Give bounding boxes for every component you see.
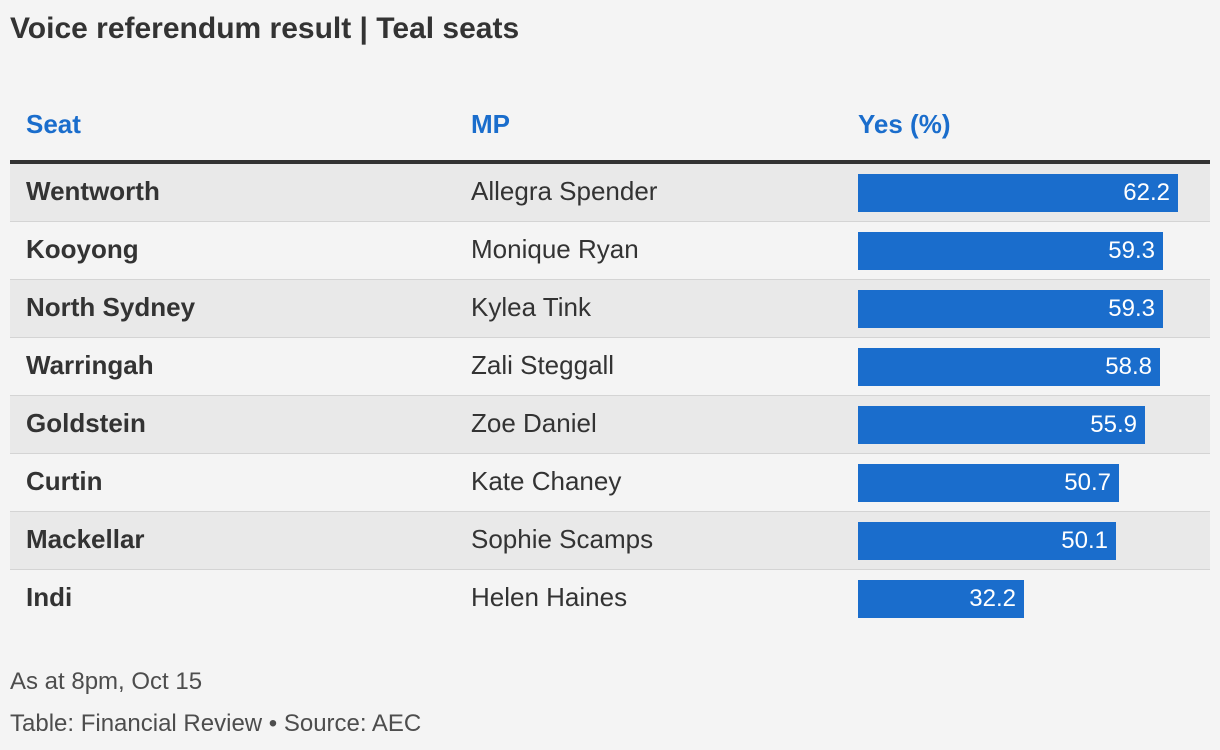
yes-value-label: 58.8 <box>1105 353 1152 380</box>
header-yes: Yes (%) <box>858 109 951 139</box>
mp-cell: Sophie Scamps <box>471 524 654 554</box>
yes-bar: 50.1 <box>858 522 1116 560</box>
seat-cell: North Sydney <box>26 292 196 322</box>
seat-cell: Indi <box>26 582 73 612</box>
seat-cell: Curtin <box>26 466 103 496</box>
yes-value-label: 50.7 <box>1064 469 1111 496</box>
table-row: Indi Helen Haines 32.2 <box>10 570 1210 627</box>
seat-cell: Kooyong <box>26 234 139 264</box>
yes-bar: 58.8 <box>858 348 1160 386</box>
yes-bar: 59.3 <box>858 290 1163 328</box>
table-row: North Sydney Kylea Tink 59.3 <box>10 280 1210 338</box>
yes-value-label: 55.9 <box>1090 411 1137 438</box>
chart-title: Voice referendum result | Teal seats <box>10 12 520 45</box>
yes-value-label: 62.2 <box>1123 179 1170 206</box>
as-at-note: As at 8pm, Oct 15 <box>10 668 203 695</box>
yes-bar: 50.7 <box>858 464 1119 502</box>
mp-cell: Monique Ryan <box>471 234 639 264</box>
table-row: Goldstein Zoe Daniel 55.9 <box>10 396 1210 454</box>
yes-value-label: 50.1 <box>1061 527 1108 554</box>
yes-value-label: 59.3 <box>1108 237 1155 264</box>
mp-cell: Zali Steggall <box>471 350 615 380</box>
mp-cell: Allegra Spender <box>471 176 658 206</box>
yes-bar: 55.9 <box>858 406 1145 444</box>
seat-cell: Wentworth <box>26 176 160 206</box>
mp-cell: Zoe Daniel <box>471 408 597 438</box>
header-seat: Seat <box>26 109 81 139</box>
table-body: Wentworth Allegra Spender 62.2 Kooyong Moniq… <box>10 164 1210 627</box>
table-row: Mackellar Sophie Scamps 50.1 <box>10 512 1210 570</box>
mp-cell: Kylea Tink <box>471 292 591 322</box>
header-mp: MP <box>471 109 510 139</box>
yes-value-label: 32.2 <box>969 585 1016 612</box>
yes-bar: 62.2 <box>858 174 1178 212</box>
table-row: Kooyong Monique Ryan 59.3 <box>10 222 1210 280</box>
table-row: Wentworth Allegra Spender 62.2 <box>10 164 1210 222</box>
source-note: Table: Financial Review • Source: AEC <box>10 710 422 737</box>
mp-cell: Kate Chaney <box>471 466 622 496</box>
table-row: Warringah Zali Steggall 58.8 <box>10 338 1210 396</box>
table-header: Seat MP Yes (%) <box>10 90 1210 164</box>
results-table: Seat MP Yes (%) Wentworth Allegra Spender… <box>10 90 1210 627</box>
mp-cell: Helen Haines <box>471 582 628 612</box>
seat-cell: Mackellar <box>26 524 145 554</box>
table-row: Curtin Kate Chaney 50.7 <box>10 454 1210 512</box>
seat-cell: Warringah <box>26 350 154 380</box>
yes-value-label: 59.3 <box>1108 295 1155 322</box>
yes-bar: 59.3 <box>858 232 1163 270</box>
seat-cell: Goldstein <box>26 408 146 438</box>
yes-bar: 32.2 <box>858 580 1024 618</box>
